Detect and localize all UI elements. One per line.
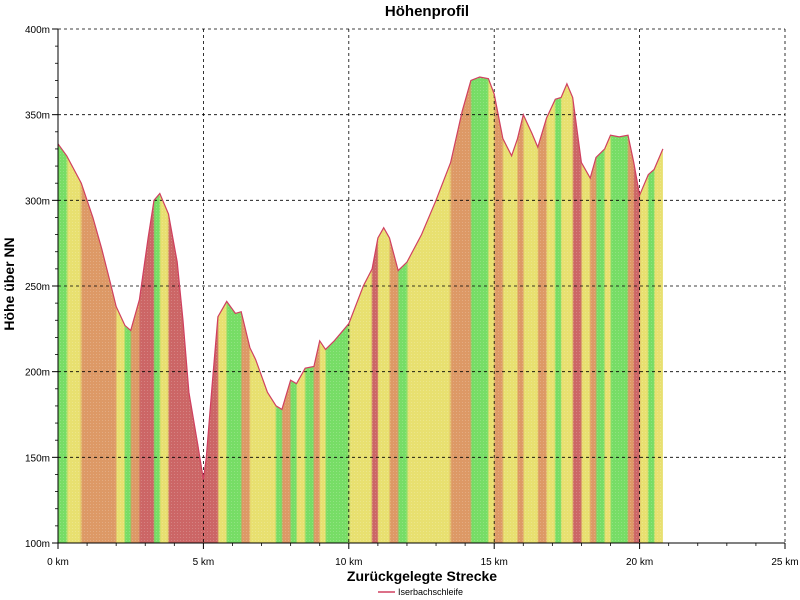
y-tick-label: 400m	[25, 25, 50, 36]
elevation-line	[57, 76, 664, 480]
legend: Iserbachschleife	[378, 587, 463, 597]
x-tick-label: 25 km	[771, 557, 798, 568]
y-tick-label: 250m	[25, 282, 50, 293]
y-tick-label: 150m	[25, 453, 50, 464]
x-axis-title: Zurückgelegte Strecke	[347, 568, 497, 584]
y-tick-label: 200m	[25, 368, 50, 379]
x-tick-label: 10 km	[335, 557, 362, 568]
chart-title: Höhenprofil	[385, 3, 469, 20]
x-tick-label: 5 km	[193, 557, 215, 568]
y-tick-label: 350m	[25, 111, 50, 122]
x-tick-label: 15 km	[481, 557, 508, 568]
x-tick-label: 0 km	[47, 557, 69, 568]
y-tick-label: 100m	[25, 539, 50, 550]
x-tick-label: 20 km	[626, 557, 653, 568]
axes: 0 km 5 km 10 km 15 km 20 km 25 km 100m 150m 200m…	[25, 25, 799, 568]
legend-label: Iserbachschleife	[398, 587, 463, 597]
y-axis-title: Höhe über NN	[1, 237, 17, 330]
elevation-line-layer	[57, 76, 664, 480]
y-tick-label: 300m	[25, 196, 50, 207]
